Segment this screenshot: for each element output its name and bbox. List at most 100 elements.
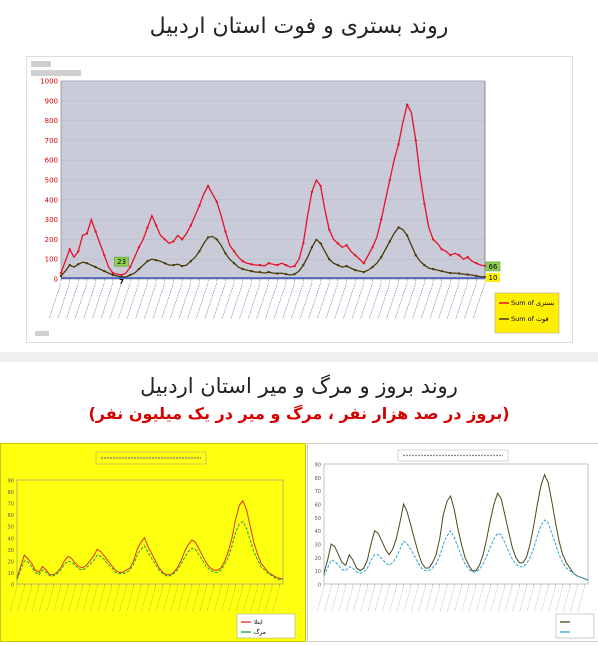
y-tick-label: 1000: [40, 78, 58, 86]
x-tick-label: [119, 586, 127, 613]
filter-button: [31, 70, 81, 76]
x-tick-label: [250, 586, 258, 613]
series-0-point: [380, 218, 383, 221]
x-tick-label: [316, 282, 330, 320]
filter-button: [31, 61, 51, 67]
x-tick-label: [155, 586, 163, 613]
series-1-point: [405, 234, 409, 237]
y-tick-label: 300: [45, 216, 58, 224]
x-tick-label: [170, 586, 178, 613]
x-tick-label: [161, 282, 174, 320]
x-tick-label: [325, 282, 339, 320]
series-line-1: [60, 226, 486, 278]
x-tick-label: [548, 586, 556, 613]
series-0-point: [475, 262, 478, 265]
x-tick-label: [53, 586, 61, 613]
series-0-point: [414, 139, 417, 142]
x-tick-label: [446, 282, 460, 320]
series-0-point: [198, 204, 201, 207]
series-1-point: [449, 271, 452, 275]
annotation-start-hospitalized: 23: [117, 258, 126, 266]
x-tick-label: [389, 586, 397, 613]
series-0-point: [336, 242, 340, 245]
x-tick-label: [31, 586, 40, 613]
series-1-point: [284, 272, 288, 276]
x-tick-label: [38, 586, 47, 613]
series-0-point: [189, 224, 192, 227]
series-1-point: [146, 260, 149, 263]
x-tick-label: [432, 586, 440, 613]
series-1-point: [414, 254, 417, 257]
x-tick-label: [133, 586, 142, 613]
x-tick-label: [367, 586, 375, 613]
x-tick-label: [396, 586, 404, 613]
y-tick-label: 60: [315, 503, 321, 509]
x-tick-label: [526, 586, 534, 613]
x-tick-label: [577, 586, 585, 613]
x-tick-label: [178, 282, 192, 320]
x-tick-label: [57, 282, 70, 320]
series-1-point: [111, 273, 115, 277]
series-1-point: [103, 269, 106, 273]
series-0-point: [397, 143, 400, 146]
x-tick-label: [46, 586, 54, 613]
y-tick-label: 900: [45, 97, 58, 105]
x-tick-label: [100, 282, 114, 320]
y-tick-label: 90: [8, 479, 14, 485]
legend-box: [494, 292, 560, 334]
x-tick-label: [374, 586, 383, 613]
x-tick-label: [247, 282, 261, 320]
x-tick-label: [235, 586, 244, 613]
x-tick-label: [66, 282, 79, 320]
y-tick-label: 60: [8, 513, 14, 519]
series-1-point: [94, 265, 97, 269]
x-tick-label: [308, 282, 321, 320]
series-1-point: [77, 263, 80, 266]
x-tick-label: [48, 282, 62, 320]
series-0-point: [241, 260, 244, 263]
x-tick-label: [425, 586, 433, 613]
x-tick-label: [104, 586, 112, 613]
series-1-point: [345, 264, 348, 268]
x-tick-label: [331, 586, 339, 613]
x-tick-label: [91, 282, 105, 320]
series-0-point: [328, 228, 331, 231]
x-tick-label: [199, 586, 207, 613]
series-0-point: [449, 254, 452, 257]
mortality-chart: 0 10 20 30 40 50 60 70 80 90: [315, 449, 595, 639]
x-tick-label: [9, 586, 18, 613]
plot-area: [323, 463, 589, 585]
y-tick-label: 800: [45, 117, 58, 125]
series-1-point: [319, 242, 322, 245]
series-1-point: [457, 272, 461, 275]
x-tick-label: [519, 586, 527, 613]
series-1-point: [423, 263, 426, 267]
series-0-point: [457, 254, 461, 257]
series-0-point: [77, 250, 80, 253]
series-0-point: [250, 263, 253, 266]
x-tick-label: [60, 586, 69, 613]
y-tick-label: 30: [8, 548, 14, 554]
x-tick-label: [272, 586, 280, 613]
x-tick-label: [152, 282, 166, 320]
x-tick-label: [273, 282, 287, 320]
series-0-point: [146, 226, 149, 229]
series-0-point: [163, 238, 166, 241]
series-0-point: [405, 103, 409, 106]
x-tick-label: [68, 586, 76, 613]
x-tick-label: [555, 586, 563, 613]
annotation-end-deaths: 10: [489, 274, 498, 282]
series-0-point: [276, 263, 279, 267]
x-tick-label: [334, 282, 347, 320]
x-tick-label: [403, 282, 417, 320]
series-0-point: [103, 254, 106, 257]
x-tick-label: [540, 586, 549, 613]
series-1-point: [362, 270, 366, 274]
series-0-point: [388, 178, 391, 182]
x-tick-label: [265, 282, 278, 320]
x-tick-label: [17, 586, 25, 613]
x-tick-label: [360, 282, 373, 320]
y-tick-label: 80: [8, 490, 14, 496]
series-0-point: [354, 254, 357, 257]
x-tick-label: [187, 282, 200, 320]
